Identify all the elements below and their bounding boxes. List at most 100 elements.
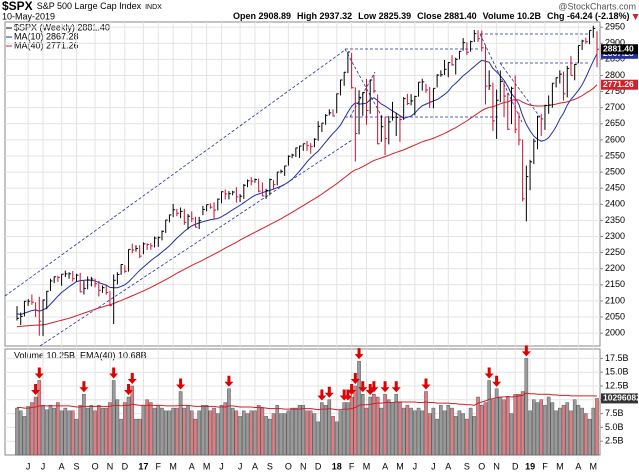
volume-bar	[215, 413, 220, 456]
x-tick-label: M	[590, 461, 598, 471]
volume-bar	[167, 410, 172, 456]
x-tick-label: 18	[332, 461, 342, 471]
volume-bar	[82, 394, 86, 456]
volume-bar	[569, 410, 573, 456]
source: @StockCharts.com	[558, 1, 636, 11]
y-tick-label: 2900	[605, 38, 625, 48]
volume-arrow	[484, 367, 494, 379]
volume-bar	[271, 413, 276, 456]
y-tick-label: 2100	[605, 295, 625, 305]
y-tick-label: 2250	[605, 247, 625, 257]
volume-bar	[33, 396, 38, 456]
volume-bar	[97, 405, 101, 456]
volume-bar	[320, 402, 324, 456]
volume-bar	[130, 385, 135, 456]
volume-bar	[401, 407, 406, 456]
volume-arrow	[79, 381, 89, 393]
y-tick-label: 2350	[605, 215, 625, 225]
y-tick-label: 2800	[605, 70, 625, 80]
volume-bar	[204, 405, 209, 456]
price-panel	[4, 21, 601, 347]
volume-arrow	[521, 345, 531, 357]
volume-bar	[308, 410, 313, 456]
volume-bar	[93, 410, 97, 456]
x-tick-label: 17	[138, 461, 148, 471]
volume-bar	[524, 358, 529, 456]
volume-bar	[591, 407, 596, 456]
y-tick-label: 15.0B	[605, 367, 629, 377]
volume-bar	[234, 410, 239, 456]
x-tick-label: S	[267, 461, 273, 471]
volume-bar	[338, 410, 343, 456]
y-tick-label: 2150	[605, 279, 625, 289]
quote-item: Low 2825.39	[358, 11, 411, 21]
quote-item: High 2937.32	[297, 11, 352, 21]
volume-bar	[387, 399, 391, 456]
volume-bar	[85, 407, 90, 456]
x-tick-label: M	[556, 461, 564, 471]
volume-bar	[502, 399, 506, 456]
y-tick-label: 2050	[605, 311, 625, 321]
x-tick-label: A	[189, 461, 195, 471]
volume-bar	[476, 396, 480, 456]
volume-bar	[301, 405, 306, 456]
volume-bar	[238, 416, 242, 456]
x-tick-label: J	[219, 461, 224, 471]
volume-arrow	[317, 389, 327, 401]
y-tick-label: 2.5B	[605, 436, 624, 446]
volume-bar	[587, 418, 592, 456]
volume-bar	[327, 399, 332, 456]
volume-bar	[498, 396, 503, 456]
quote-item: Volume 10.2B	[483, 11, 542, 21]
volume-bar	[245, 413, 250, 456]
value-label: 2881.40	[603, 43, 634, 53]
x-tick-label: F	[542, 461, 548, 471]
volume-bar	[405, 405, 410, 456]
y-tick-label: 2200	[605, 263, 625, 273]
x-tick-label: A	[252, 461, 258, 471]
volume-bar	[453, 416, 458, 456]
exchange: INDX	[145, 4, 162, 11]
volume-bar	[242, 410, 246, 456]
legend-entry: MA(40) 2771.26	[14, 40, 79, 50]
volume-bar	[316, 421, 320, 456]
volume-bar	[44, 409, 49, 456]
quote: Open 2908.89 High 2937.32 Low 2825.39 Close…	[233, 11, 630, 21]
volume-bar	[368, 396, 372, 456]
volume-arrow	[31, 384, 41, 396]
volume-bar	[115, 399, 120, 456]
volume-bar	[123, 402, 127, 456]
x-tick-label: O	[478, 461, 485, 471]
x-tick-label: A	[59, 461, 65, 471]
volume-bar	[424, 391, 428, 456]
volume-bar	[364, 407, 369, 456]
volume-bar	[375, 396, 380, 456]
trendline	[499, 62, 541, 118]
volume-bar	[171, 407, 175, 456]
volume-bar	[550, 402, 555, 456]
volume-bar	[182, 407, 187, 456]
volume-bar	[494, 388, 499, 456]
value-label: 2771.26	[603, 79, 634, 89]
x-tick-label: D	[315, 461, 322, 471]
volume-bar	[52, 407, 56, 456]
legend-entry: MA(10) 2867.28	[14, 31, 79, 41]
volume-bar	[346, 402, 350, 456]
quote-item: Close 2881.40	[417, 11, 477, 21]
volume-bar	[461, 413, 465, 456]
volume-arrow	[343, 389, 353, 401]
x-tick-label: O	[285, 461, 292, 471]
volume-arrow	[354, 348, 364, 360]
volume-bar	[528, 410, 532, 456]
x-tick-label: M	[363, 461, 371, 471]
symbol: $SPX	[2, 0, 33, 13]
volume-bar	[353, 385, 358, 456]
y-tick-label: 2300	[605, 231, 625, 241]
volume-bar	[134, 418, 138, 456]
volume-bar	[446, 405, 451, 456]
volume-bar	[193, 418, 198, 456]
volume-arrow	[369, 381, 379, 393]
volume-bar	[230, 407, 235, 456]
